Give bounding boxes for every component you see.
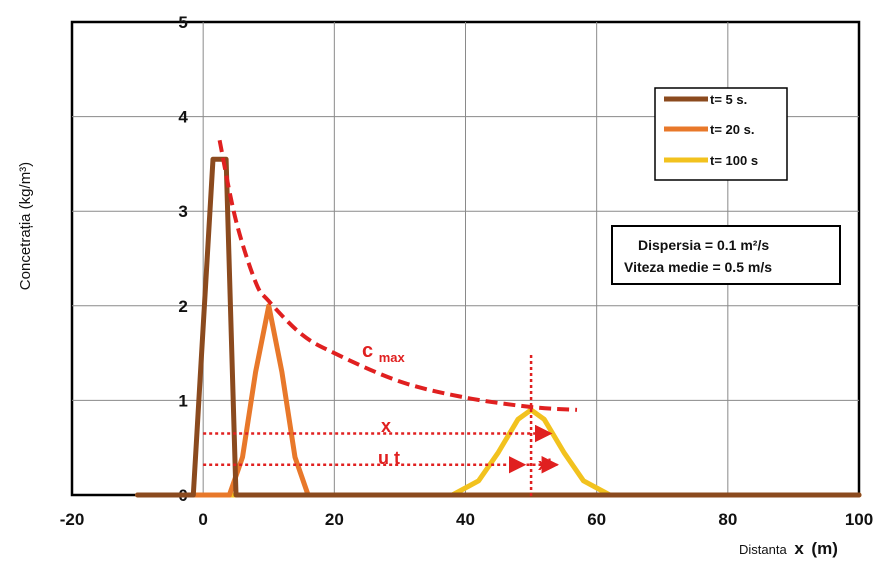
x-axis-title-var: x — [794, 539, 804, 558]
legend-label-100s: t= 100 s — [710, 153, 758, 168]
cmax-label-main: c — [362, 340, 373, 362]
y-tick-label-4: 4 — [178, 108, 188, 127]
info-box-frame — [611, 225, 841, 285]
x-tick-label-6: 100 — [845, 510, 873, 529]
info-box: Dispersia = 0.1 m²/s Viteza medie = 0.5 … — [611, 225, 841, 285]
x-distance-label: x — [381, 416, 391, 436]
x-tick-label-2: 20 — [325, 510, 344, 529]
y-axis-title: Concetrația (kg/m³) — [17, 162, 34, 290]
y-tick-label-3: 3 — [178, 202, 187, 221]
info-dispersion: Dispersia = 0.1 m²/s — [638, 237, 769, 253]
xprime-label: x' — [538, 455, 552, 474]
legend: t= 5 s. t= 20 s. t= 100 s — [654, 87, 788, 181]
cmax-curve — [217, 139, 578, 412]
cmax-layer — [217, 139, 578, 412]
x-axis-title-unit: (m) — [811, 539, 837, 558]
x-axis-title-prefix: Distanta — [739, 542, 787, 557]
annotation-layer — [203, 354, 560, 497]
x-axis-title: Distanta x (m) — [739, 539, 838, 558]
info-velocity: Viteza medie = 0.5 m/s — [624, 259, 772, 275]
x-tick-label-4: 60 — [587, 510, 606, 529]
y-tick-label-2: 2 — [178, 297, 187, 316]
legend-label-5s: t= 5 s. — [710, 92, 747, 107]
y-tick-label-5: 5 — [178, 13, 187, 32]
x-tick-label-5: 80 — [718, 510, 737, 529]
ut-label: u t — [378, 448, 400, 468]
series-t5s-line — [135, 156, 862, 498]
cmax-label-sub: max — [379, 350, 406, 365]
x-tick-label-1: 0 — [198, 510, 207, 529]
cmax-label: c max — [362, 340, 405, 365]
legend-box — [654, 87, 788, 181]
x-tick-label-3: 40 — [456, 510, 475, 529]
svg-text:Distanta x (m): Distanta x (m) — [739, 539, 838, 558]
y-tick-label-1: 1 — [178, 391, 187, 410]
x-tick-label-0: -20 — [60, 510, 85, 529]
legend-label-20s: t= 20 s. — [710, 122, 754, 137]
